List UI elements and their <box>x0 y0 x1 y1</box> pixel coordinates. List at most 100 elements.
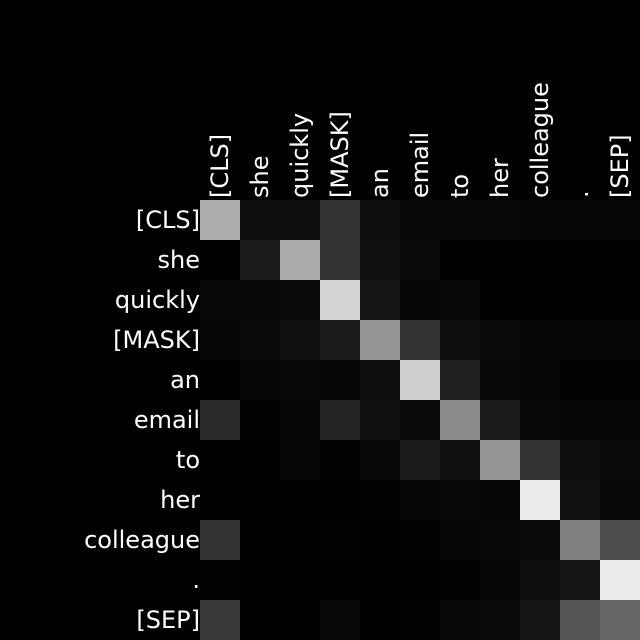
heatmap-cell-8-7 <box>480 520 520 560</box>
heatmap-cell-5-7 <box>480 400 520 440</box>
heatmap-cell-7-10 <box>600 480 640 520</box>
x-tick-label: colleague <box>526 82 554 198</box>
heatmap-cell-0-5 <box>400 200 440 240</box>
heatmap-cell-6-9 <box>560 440 600 480</box>
heatmap-cell-5-6 <box>440 400 480 440</box>
heatmap-cell-6-5 <box>400 440 440 480</box>
heatmap-cell-1-3 <box>320 240 360 280</box>
x-tick-label: to <box>446 174 474 198</box>
heatmap-cell-2-8 <box>520 280 560 320</box>
heatmap-cell-4-6 <box>440 360 480 400</box>
heatmap-cell-10-9 <box>560 600 600 640</box>
heatmap-cell-3-5 <box>400 320 440 360</box>
heatmap-cell-9-0 <box>200 560 240 600</box>
heatmap-cell-1-5 <box>400 240 440 280</box>
heatmap-cell-9-5 <box>400 560 440 600</box>
y-tick-label: email <box>134 406 200 434</box>
heatmap-cell-2-3 <box>320 280 360 320</box>
heatmap-cell-8-4 <box>360 520 400 560</box>
heatmap-cell-3-9 <box>560 320 600 360</box>
heatmap-cell-9-4 <box>360 560 400 600</box>
heatmap-cell-2-6 <box>440 280 480 320</box>
heatmap-cell-10-10 <box>600 600 640 640</box>
heatmap-cell-8-9 <box>560 520 600 560</box>
heatmap-cell-5-8 <box>520 400 560 440</box>
heatmap-cell-3-1 <box>240 320 280 360</box>
heatmap-cell-4-3 <box>320 360 360 400</box>
heatmap-cell-6-1 <box>240 440 280 480</box>
heatmap-cell-7-9 <box>560 480 600 520</box>
heatmap-cell-10-2 <box>280 600 320 640</box>
heatmap-cell-6-6 <box>440 440 480 480</box>
heatmap-cell-2-4 <box>360 280 400 320</box>
heatmap-cell-8-6 <box>440 520 480 560</box>
heatmap-cell-7-4 <box>360 480 400 520</box>
y-tick-label: [MASK] <box>113 326 200 354</box>
heatmap-cell-3-4 <box>360 320 400 360</box>
heatmap-cell-9-1 <box>240 560 280 600</box>
y-tick-label: her <box>160 486 200 514</box>
heatmap-cell-4-10 <box>600 360 640 400</box>
heatmap-cell-0-7 <box>480 200 520 240</box>
y-tick-label: colleague <box>84 526 200 554</box>
heatmap-cell-4-9 <box>560 360 600 400</box>
y-tick-label: . <box>192 566 200 594</box>
x-tick-label: her <box>486 158 514 198</box>
heatmap-cell-0-0 <box>200 200 240 240</box>
heatmap-cell-2-2 <box>280 280 320 320</box>
heatmap-cell-7-8 <box>520 480 560 520</box>
heatmap-cells <box>200 200 640 640</box>
heatmap-cell-4-4 <box>360 360 400 400</box>
heatmap-cell-7-7 <box>480 480 520 520</box>
heatmap-cell-1-7 <box>480 240 520 280</box>
heatmap-cell-10-3 <box>320 600 360 640</box>
heatmap-cell-4-0 <box>200 360 240 400</box>
heatmap-cell-1-9 <box>560 240 600 280</box>
heatmap-cell-5-3 <box>320 400 360 440</box>
heatmap-cell-0-2 <box>280 200 320 240</box>
heatmap-cell-1-6 <box>440 240 480 280</box>
y-tick-label: [CLS] <box>136 206 200 234</box>
x-tick-label: [CLS] <box>206 134 234 198</box>
heatmap-cell-10-8 <box>520 600 560 640</box>
heatmap-cell-6-10 <box>600 440 640 480</box>
heatmap-cell-9-8 <box>520 560 560 600</box>
heatmap-cell-5-0 <box>200 400 240 440</box>
y-tick-labels: [CLS] she quickly [MASK] an email to her colleag… <box>84 206 200 634</box>
heatmap-cell-7-2 <box>280 480 320 520</box>
heatmap-cell-2-9 <box>560 280 600 320</box>
heatmap-cell-7-5 <box>400 480 440 520</box>
heatmap-cell-4-2 <box>280 360 320 400</box>
heatmap-cell-1-0 <box>200 240 240 280</box>
x-tick-label: quickly <box>286 113 314 198</box>
y-tick-label: quickly <box>115 286 200 314</box>
heatmap-cell-8-3 <box>320 520 360 560</box>
heatmap-cell-1-1 <box>240 240 280 280</box>
heatmap-cell-7-6 <box>440 480 480 520</box>
heatmap-cell-5-10 <box>600 400 640 440</box>
heatmap-cell-0-8 <box>520 200 560 240</box>
heatmap-cell-2-0 <box>200 280 240 320</box>
heatmap-cell-9-6 <box>440 560 480 600</box>
x-tick-label: she <box>246 156 274 198</box>
heatmap-cell-8-10 <box>600 520 640 560</box>
heatmap-cell-6-2 <box>280 440 320 480</box>
heatmap-cell-9-10 <box>600 560 640 600</box>
heatmap-cell-8-1 <box>240 520 280 560</box>
heatmap-cell-4-7 <box>480 360 520 400</box>
heatmap-cell-7-0 <box>200 480 240 520</box>
heatmap-cell-0-10 <box>600 200 640 240</box>
x-tick-label: email <box>406 132 434 198</box>
heatmap-cell-3-3 <box>320 320 360 360</box>
heatmap-cell-8-8 <box>520 520 560 560</box>
heatmap-cell-9-3 <box>320 560 360 600</box>
heatmap-cell-10-6 <box>440 600 480 640</box>
heatmap-cell-1-10 <box>600 240 640 280</box>
heatmap-cell-10-4 <box>360 600 400 640</box>
heatmap-cell-1-4 <box>360 240 400 280</box>
heatmap-cell-0-4 <box>360 200 400 240</box>
heatmap-cell-5-4 <box>360 400 400 440</box>
heatmap-cell-0-1 <box>240 200 280 240</box>
heatmap-cell-3-0 <box>200 320 240 360</box>
